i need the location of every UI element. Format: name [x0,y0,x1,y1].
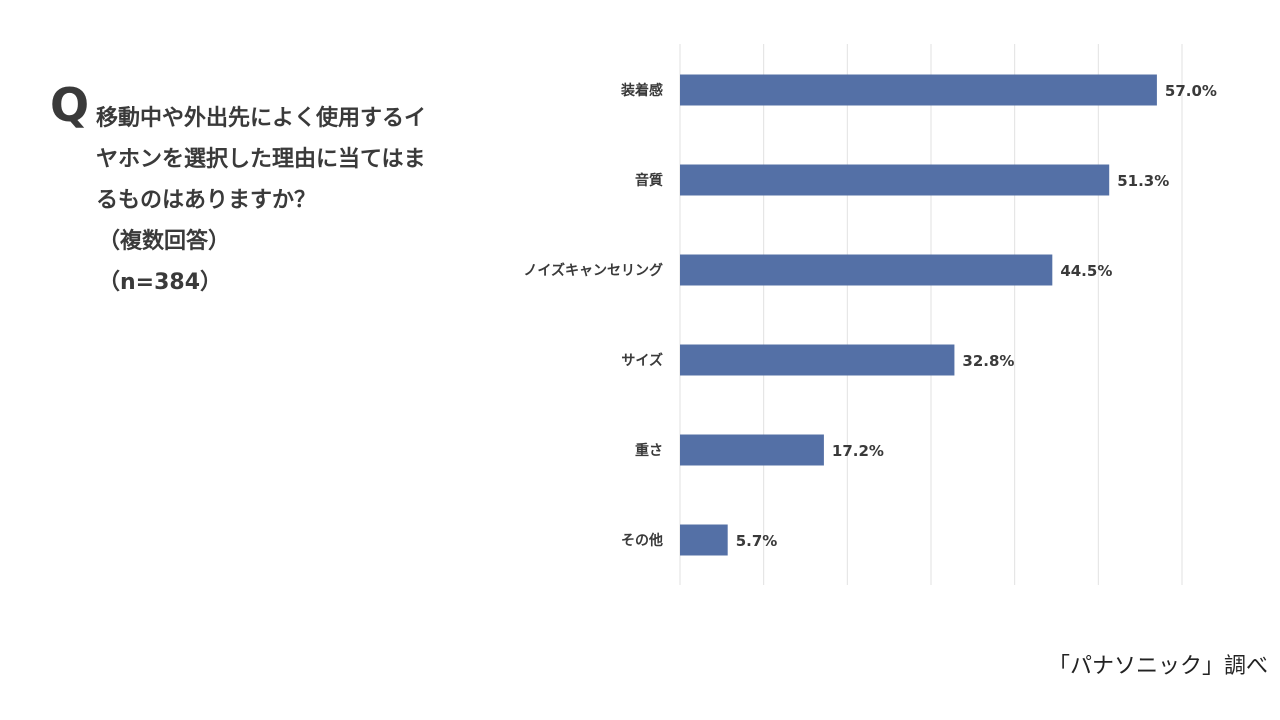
question-note: （複数回答） [98,229,231,254]
category-label: 装着感 [620,82,663,99]
question-line-3: るものはありますか？ [96,188,317,213]
bar [680,74,1157,106]
bar [680,434,824,466]
question-text: 移動中や外出先によく使用するイ ヤホンを選択した理由に当てはま るものはあります… [96,98,466,303]
bar [680,164,1110,196]
data-label: 5.7% [736,532,778,550]
category-label: ノイズキャンセリング [523,262,663,279]
data-label: 32.8% [962,352,1014,370]
source-note: 「パナソニック」調べ [1047,654,1268,679]
category-label: その他 [621,532,663,549]
question-line-1: 移動中や外出先によく使用するイ [96,106,427,131]
category-label: サイズ [621,352,663,369]
data-label: 51.3% [1117,172,1169,190]
question-sample-size: （n=384） [98,270,223,295]
question-mark: Q [50,78,90,132]
data-label: 44.5% [1060,262,1112,280]
category-label: 重さ [635,442,663,459]
bar [680,344,955,376]
question-line-2: ヤホンを選択した理由に当てはま [96,147,426,172]
data-label: 57.0% [1165,82,1217,100]
data-label: 17.2% [832,442,884,460]
bar [680,524,728,556]
category-label: 音質 [635,172,663,189]
bar [680,254,1053,286]
